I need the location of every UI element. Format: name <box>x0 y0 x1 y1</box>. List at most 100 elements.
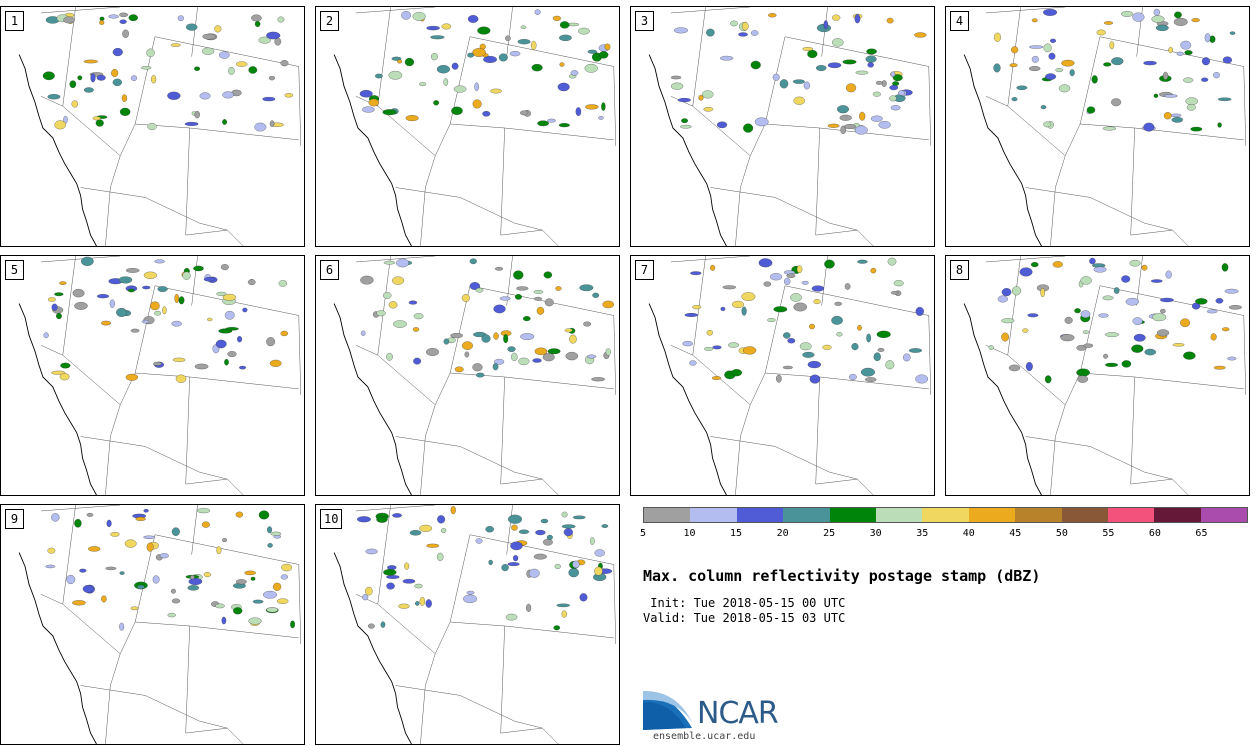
reflectivity-cell <box>154 310 162 316</box>
reflectivity-cell <box>579 593 588 602</box>
reflectivity-cell <box>1043 121 1052 128</box>
reflectivity-cell <box>71 100 79 108</box>
reflectivity-cell <box>673 27 688 34</box>
ensemble-member-panel: 5 <box>0 255 305 496</box>
reflectivity-cell <box>47 94 61 100</box>
reflectivity-cell <box>831 38 844 47</box>
reflectivity-cell <box>81 256 94 266</box>
reflectivity-cell <box>244 570 256 576</box>
reflectivity-cell <box>143 271 157 279</box>
colorbar-segment <box>644 508 691 522</box>
reflectivity-cell <box>857 259 868 264</box>
reflectivity-cell <box>375 73 383 79</box>
reflectivity-cell <box>188 577 203 586</box>
reflectivity-cell <box>199 92 211 100</box>
reflectivity-cell <box>501 564 509 572</box>
reflectivity-cell <box>159 553 169 559</box>
reflectivity-cell <box>258 510 270 520</box>
reflectivity-cell <box>466 590 475 595</box>
init-time: Init: Tue 2018-05-15 00 UTC <box>643 596 846 610</box>
reflectivity-cell <box>866 48 877 55</box>
reflectivity-cell <box>280 330 289 337</box>
reflectivity-cell <box>143 508 149 513</box>
reflectivity-cell <box>682 341 693 347</box>
reflectivity-cell <box>1001 318 1015 324</box>
reflectivity-cell <box>414 583 423 589</box>
reflectivity-cell <box>1091 75 1098 84</box>
colorbar-segment <box>1154 508 1201 522</box>
reflectivity-cell <box>1025 362 1033 372</box>
reflectivity-cell <box>845 83 857 93</box>
reflectivity-cell <box>196 508 211 514</box>
reflectivity-cell <box>1195 298 1208 305</box>
reflectivity-cell <box>105 566 117 571</box>
reflectivity-cell <box>773 306 788 313</box>
reflectivity-cell <box>809 374 821 384</box>
reflectivity-cell <box>1031 55 1039 63</box>
reflectivity-cell <box>689 360 697 366</box>
reflectivity-cell <box>1098 313 1109 318</box>
reflectivity-cell <box>827 123 840 128</box>
colorbar-tick-labels: 5 10 15 20 25 30 35 40 45 50 55 60 65 <box>640 528 1248 542</box>
ncar-logo-icon <box>643 690 692 730</box>
reflectivity-cell <box>267 526 273 534</box>
reflectivity-cell <box>594 566 603 576</box>
reflectivity-cell <box>184 121 199 126</box>
reflectivity-cell <box>799 342 812 351</box>
reflectivity-cell <box>450 333 463 339</box>
reflectivity-cell <box>99 20 105 25</box>
ensemble-url[interactable]: ensemble.ucar.edu <box>653 731 756 742</box>
reflectivity-cell <box>72 288 85 298</box>
reflectivity-cell <box>1152 313 1167 322</box>
colorbar-tick: 65 <box>1195 528 1208 539</box>
reflectivity-cell <box>772 73 780 81</box>
reflectivity-cell <box>520 25 527 29</box>
reflectivity-cell <box>509 51 521 57</box>
reflectivity-cell <box>890 105 901 111</box>
reflectivity-cell <box>779 79 789 89</box>
reflectivity-cell <box>823 20 828 30</box>
reflectivity-cell <box>592 292 600 298</box>
reflectivity-cell <box>706 329 713 336</box>
reflectivity-cell <box>507 346 516 352</box>
reflectivity-cell <box>870 267 877 274</box>
reflectivity-cell <box>530 40 537 50</box>
reflectivity-cell <box>505 35 511 42</box>
reflectivity-cell <box>1221 263 1229 272</box>
reflectivity-cell <box>383 569 397 576</box>
reflectivity-cell <box>598 116 604 120</box>
reflectivity-cell <box>802 351 815 358</box>
reflectivity-cell <box>1153 93 1159 98</box>
reflectivity-cell <box>498 53 508 62</box>
reflectivity-cell <box>827 62 842 69</box>
reflectivity-cell <box>266 607 279 613</box>
reflectivity-cell <box>670 82 684 90</box>
reflectivity-cell <box>816 65 827 72</box>
reflectivity-cell <box>1109 41 1115 50</box>
reflectivity-cell <box>1044 375 1052 384</box>
reflectivity-cell <box>915 306 924 316</box>
colorbar-segment <box>736 508 784 522</box>
reflectivity-cell <box>554 563 561 569</box>
reflectivity-cell <box>1086 106 1096 114</box>
reflectivity-cell <box>137 584 145 590</box>
reflectivity-cell <box>796 265 803 274</box>
colorbar-segment <box>968 508 1016 522</box>
reflectivity-cell <box>997 295 1008 303</box>
reflectivity-cell <box>1162 71 1169 80</box>
reflectivity-cell <box>116 307 128 317</box>
reflectivity-cell <box>397 59 402 64</box>
reflectivity-cell <box>101 595 107 603</box>
reflectivity-cell <box>388 301 398 309</box>
reflectivity-cell <box>857 325 862 331</box>
reflectivity-cell <box>404 57 414 67</box>
reflectivity-cell <box>1019 267 1033 277</box>
reflectivity-cell <box>368 98 379 107</box>
reflectivity-cell <box>1012 286 1021 296</box>
reflectivity-cell <box>388 70 403 80</box>
reflectivity-cell <box>1209 35 1216 43</box>
reflectivity-cell <box>42 71 55 81</box>
reflectivity-cell <box>99 16 105 21</box>
reflectivity-cell <box>436 552 444 561</box>
reflectivity-cell <box>54 292 64 297</box>
